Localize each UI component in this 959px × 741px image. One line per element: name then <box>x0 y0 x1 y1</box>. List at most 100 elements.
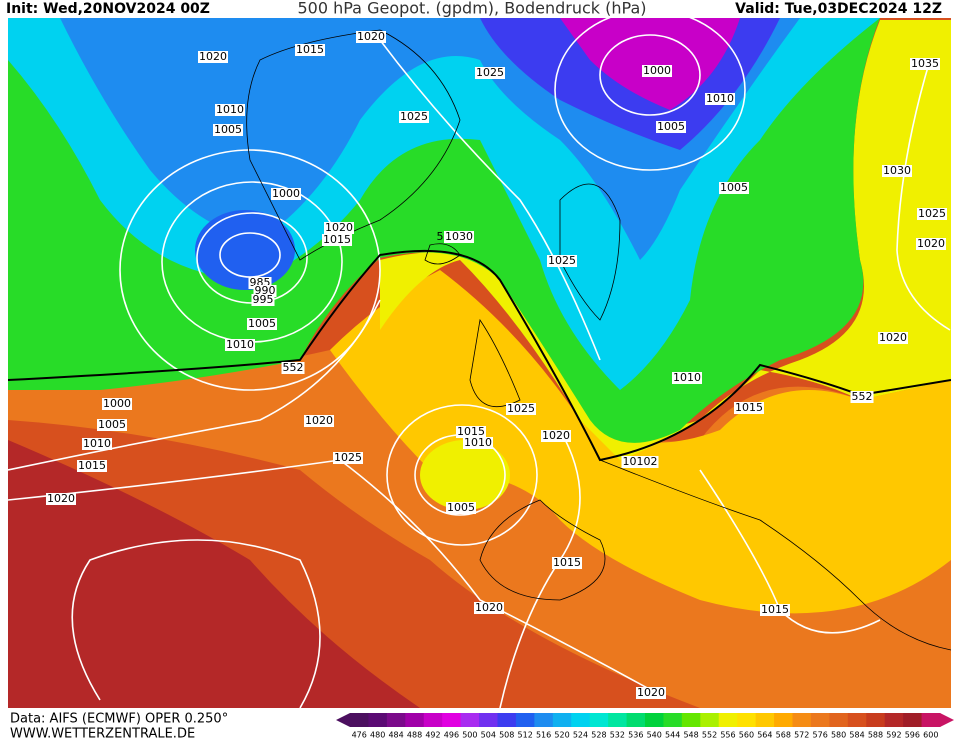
colorbar-swatch <box>350 713 369 727</box>
colorbar-label: 596 <box>905 731 920 740</box>
isobar-label-bg <box>281 362 305 374</box>
isobar-label-bg <box>463 437 493 449</box>
colorbar-swatch <box>442 713 462 727</box>
colorbar-label: 536 <box>628 731 643 740</box>
isobar-label-bg <box>46 493 76 505</box>
isobar-label-bg <box>77 460 107 472</box>
isobar-label-bg <box>916 238 946 250</box>
isobar-label-bg <box>213 124 243 136</box>
isobar-label-bg <box>444 231 474 243</box>
isobar-label: 552 <box>852 390 873 403</box>
isobar-label-bg <box>636 687 666 699</box>
colorbar-arrow-right <box>940 713 954 727</box>
isobar-label: 1015 <box>553 556 581 569</box>
colorbar-label: 552 <box>702 731 717 740</box>
isobar-label-bg <box>882 165 912 177</box>
isobar-label-bg <box>719 182 749 194</box>
colorbar-swatch <box>571 713 591 727</box>
isobar-label: 1025 <box>507 402 535 415</box>
colorbar-label: 496 <box>444 731 459 740</box>
isobar-label: 552 <box>283 361 304 374</box>
colorbar-swatch <box>534 713 554 727</box>
colorbar-swatch <box>847 713 867 727</box>
isobar-label: 1035 <box>911 57 939 70</box>
isobar-label: 1020 <box>542 429 570 442</box>
colorbar-swatch <box>515 713 535 727</box>
colorbar-label: 504 <box>481 731 496 740</box>
isobar-label: 1005 <box>214 123 242 136</box>
colorbar-swatch <box>608 713 628 727</box>
colorbar-label: 492 <box>425 731 440 740</box>
colorbar-label: 556 <box>720 731 735 740</box>
isobar-label: 1010 <box>706 92 734 105</box>
colorbar-swatch <box>681 713 701 727</box>
colorbar-label: 484 <box>388 731 403 740</box>
isobar-label-bg <box>506 403 536 415</box>
valid-label: Valid: Tue,03DEC2024 12Z <box>735 1 942 17</box>
colorbar-swatch <box>755 713 775 727</box>
isobar-label-bg <box>251 294 275 306</box>
isobar-label: 1015 <box>296 43 324 56</box>
isobar-label: 1010 <box>83 437 111 450</box>
isobar-label: 10102 <box>623 455 658 468</box>
colorbar-label: 564 <box>757 731 772 740</box>
isobar-label: 1020 <box>879 331 907 344</box>
colorbar-swatch <box>774 713 793 727</box>
colorbar-swatch <box>866 713 886 727</box>
colorbar-label: 580 <box>831 731 846 740</box>
colorbar-label: 560 <box>739 731 754 740</box>
colorbar-label: 528 <box>591 731 606 740</box>
isobar-label-bg <box>399 111 429 123</box>
isobar-label: 1030 <box>883 164 911 177</box>
isobar-label-bg <box>474 602 504 614</box>
isobar-label: 1025 <box>400 110 428 123</box>
isobar-label-bg <box>446 502 476 514</box>
isobar-label-bg <box>734 402 764 414</box>
isobar-label: 1015 <box>761 603 789 616</box>
isobar-label: 1020 <box>325 221 353 234</box>
colorbar-label: 548 <box>683 731 698 740</box>
isobar-label-bg <box>547 255 577 267</box>
isobar-label-bg <box>475 67 505 79</box>
colorbar-label: 544 <box>665 731 680 740</box>
colorbar-label: 480 <box>370 731 385 740</box>
colorbar-label: 516 <box>536 731 551 740</box>
isobar-label-bg <box>295 44 325 56</box>
isobar-label: 1005 <box>98 418 126 431</box>
colorbar-swatch <box>423 713 443 727</box>
isobar-label-bg <box>271 188 301 200</box>
colorbar-label: 520 <box>554 731 569 740</box>
colorbar-swatch <box>645 713 664 727</box>
isobar-label: 1030 <box>445 230 473 243</box>
colorbar-label: 540 <box>647 731 662 740</box>
colorbar-swatch <box>386 713 406 727</box>
colorbar-swatch <box>700 713 720 727</box>
colorbar-swatch <box>552 713 572 727</box>
isobar-label: 995 <box>253 293 274 306</box>
isobar-label: 1020 <box>637 686 665 699</box>
isobar-label-bg <box>910 58 940 70</box>
colorbar-label: 532 <box>610 731 625 740</box>
isobar-label-bg <box>215 104 245 116</box>
isobar-label-bg <box>82 438 112 450</box>
isobar-label-bg <box>102 398 132 410</box>
isobar-label: 990 <box>255 284 276 297</box>
isobar-label-bg <box>322 234 352 246</box>
colorbar-swatch <box>718 713 738 727</box>
isobar-label: 1025 <box>548 254 576 267</box>
colorbar-label: 568 <box>776 731 791 740</box>
isobar-label-bg <box>541 430 571 442</box>
website: WWW.WETTERZENTRALE.DE <box>10 727 195 741</box>
isobar-label: 1020 <box>305 414 333 427</box>
isobar-label: 1020 <box>475 601 503 614</box>
colorbar-swatch <box>884 713 904 727</box>
colorbar-label: 488 <box>407 731 422 740</box>
isobar-label-bg <box>705 93 735 105</box>
colorbar-swatch <box>903 713 923 727</box>
colorbar-label: 512 <box>518 731 533 740</box>
colorbar-swatch <box>626 713 646 727</box>
colorbar-label: 500 <box>462 731 477 740</box>
colorbar-swatch <box>792 713 812 727</box>
isobar-label: 1015 <box>457 425 485 438</box>
